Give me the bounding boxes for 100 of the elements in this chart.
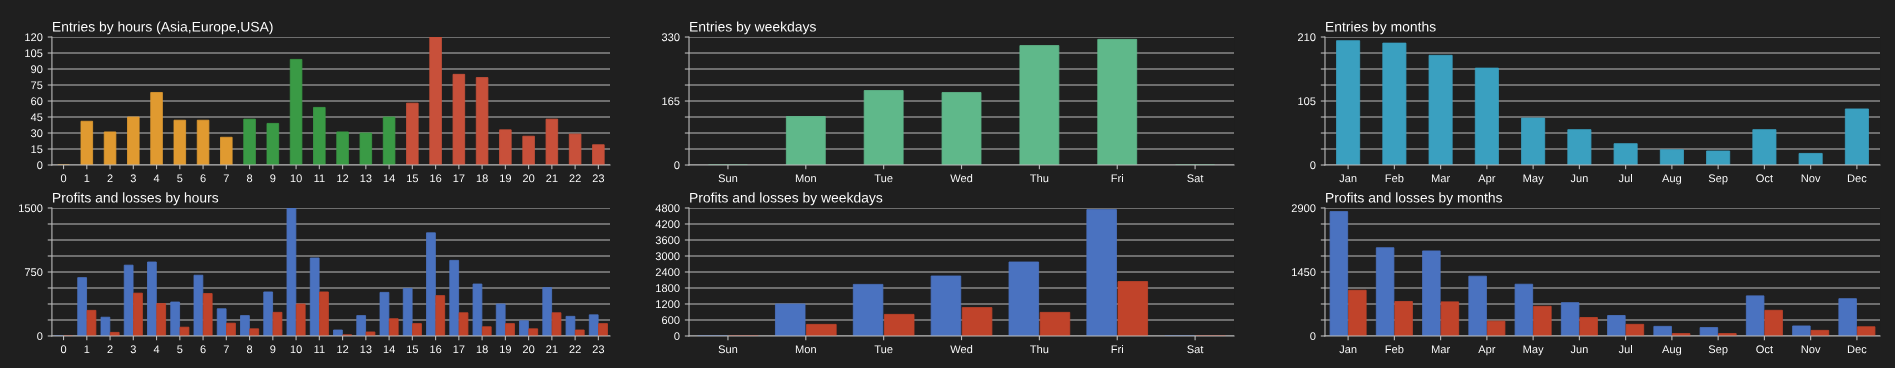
x-tick-label: Sun — [718, 345, 738, 354]
y-tick-label: 4800 — [655, 204, 680, 213]
chart-title: Profits and losses by hours — [53, 192, 219, 206]
x-tick-label: 20 — [522, 174, 535, 183]
x-tick-label: 5 — [177, 174, 183, 183]
x-tick-label: 18 — [476, 174, 488, 183]
y-tick-label: 45 — [30, 113, 43, 122]
x-tick-label: Jan — [1339, 345, 1357, 354]
y-tick-label: 90 — [31, 65, 43, 74]
y-tick-label: 0 — [674, 332, 680, 341]
chart-title: Entries by months — [1326, 21, 1436, 35]
x-tick-label: 6 — [200, 174, 206, 183]
x-tick-label: 3 — [130, 174, 136, 183]
x-tick-label: Sep — [1708, 174, 1728, 185]
x-tick-label: Jul — [1618, 345, 1632, 354]
x-tick-label: Jul — [1618, 174, 1632, 183]
y-tick-label: 1450 — [1292, 268, 1316, 277]
x-tick-label: 14 — [383, 174, 395, 183]
y-tick-label: 30 — [30, 129, 43, 138]
y-tick-label: 0 — [1310, 332, 1316, 341]
x-tick-label: 16 — [430, 174, 442, 183]
x-tick-label: 2 — [107, 174, 113, 183]
x-tick-label: Tue — [874, 345, 893, 354]
x-tick-label: 3 — [130, 345, 136, 354]
chart-title: Profits and losses by months — [1326, 192, 1503, 206]
x-tick-label: 9 — [270, 174, 276, 183]
x-tick-label: 6 — [200, 345, 206, 354]
x-tick-label: 12 — [337, 345, 349, 354]
x-tick-label: Dec — [1847, 174, 1867, 183]
y-tick-label: 2400 — [655, 268, 680, 277]
x-tick-label: 8 — [246, 345, 253, 354]
x-tick-label: 19 — [500, 345, 512, 354]
chart-title: Entries by weekdays — [690, 21, 816, 35]
x-tick-label: May — [1523, 345, 1544, 356]
x-tick-label: 4 — [153, 174, 160, 183]
x-tick-label: 11 — [314, 345, 325, 354]
x-tick-label: 10 — [290, 174, 302, 183]
x-tick-label: 1 — [84, 345, 90, 354]
x-tick-label: 4 — [153, 345, 160, 354]
chart-title: Profits and losses by weekdays — [690, 192, 883, 206]
y-tick-label: 600 — [662, 316, 680, 325]
x-tick-label: 11 — [314, 174, 325, 183]
y-tick-label: 0 — [674, 161, 680, 170]
x-tick-label: Tue — [874, 174, 893, 183]
y-tick-label: 165 — [662, 97, 680, 106]
y-tick-label: 120 — [25, 33, 43, 42]
x-tick-label: Thu — [1030, 174, 1049, 183]
x-tick-label: Oct — [1756, 174, 1773, 183]
x-tick-label: Wed — [950, 345, 973, 354]
x-tick-label: Sep — [1708, 345, 1728, 356]
x-tick-label: Aug — [1662, 174, 1682, 185]
x-tick-label: 0 — [60, 174, 67, 183]
y-tick-label: 15 — [31, 145, 43, 154]
x-tick-label: 21 — [546, 174, 558, 183]
x-tick-label: 12 — [337, 174, 349, 183]
y-tick-label: 2900 — [1291, 204, 1316, 213]
y-tick-label: 1500 — [19, 204, 43, 213]
x-tick-label: 18 — [476, 345, 488, 354]
y-tick-label: 330 — [661, 33, 680, 42]
x-tick-label: 13 — [360, 345, 372, 354]
x-tick-label: 2 — [107, 345, 113, 354]
x-tick-label: 22 — [569, 174, 581, 183]
x-tick-label: Sat — [1187, 174, 1204, 183]
x-tick-label: 9 — [270, 345, 276, 354]
x-tick-label: 16 — [430, 345, 442, 354]
y-tick-label: 750 — [24, 268, 43, 277]
x-tick-label: Sun — [718, 174, 738, 183]
x-tick-label: 10 — [290, 345, 302, 354]
x-tick-label: 14 — [383, 345, 395, 354]
x-tick-label: 20 — [522, 345, 535, 354]
x-tick-label: 13 — [360, 174, 372, 183]
x-tick-label: Mar — [1431, 174, 1450, 183]
x-tick-label: Jun — [1570, 174, 1588, 183]
x-tick-label: Dec — [1847, 345, 1867, 354]
x-tick-label: 17 — [453, 174, 465, 183]
x-tick-label: May — [1523, 174, 1544, 185]
y-tick-label: 0 — [37, 332, 43, 341]
x-tick-label: 8 — [246, 174, 253, 183]
chart-title: Entries by hours (Asia,Europe,USA) — [53, 21, 273, 35]
x-tick-label: 15 — [407, 345, 419, 354]
y-tick-label: 0 — [1310, 161, 1316, 170]
x-tick-label: 1 — [84, 174, 90, 183]
x-tick-label: Wed — [950, 174, 973, 183]
x-tick-label: Nov — [1801, 345, 1821, 354]
y-tick-label: 3600 — [655, 236, 680, 245]
x-tick-label: Jun — [1570, 345, 1588, 354]
x-tick-label: 21 — [546, 345, 558, 354]
y-tick-label: 1200 — [656, 300, 680, 309]
x-tick-label: Sat — [1187, 345, 1204, 354]
x-tick-label: 0 — [60, 345, 67, 354]
x-tick-label: Mon — [795, 174, 816, 183]
y-tick-label: 60 — [31, 97, 43, 106]
x-tick-label: 17 — [453, 345, 465, 354]
y-tick-label: 210 — [1297, 33, 1316, 42]
y-tick-label: 3000 — [655, 252, 680, 261]
x-tick-label: Thu — [1030, 345, 1049, 354]
x-tick-label: Fri — [1111, 174, 1123, 183]
x-tick-label: Aug — [1662, 345, 1682, 356]
x-tick-label: 15 — [407, 174, 419, 183]
y-tick-label: 75 — [31, 81, 43, 90]
